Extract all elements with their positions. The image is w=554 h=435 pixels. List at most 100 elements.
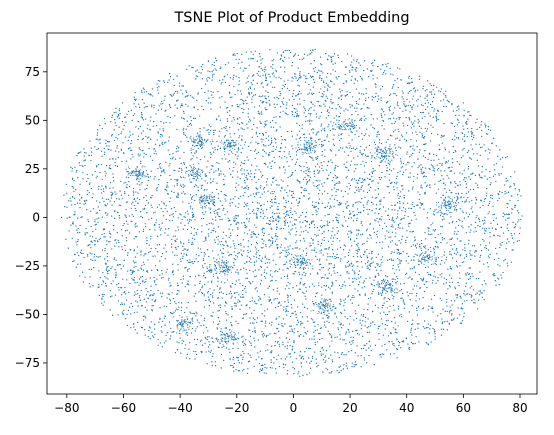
data-point <box>447 160 450 162</box>
data-point <box>356 333 359 335</box>
data-point <box>463 196 465 198</box>
data-point <box>392 267 394 270</box>
data-point <box>104 151 106 153</box>
data-point <box>145 153 147 156</box>
data-point <box>280 135 283 138</box>
data-point <box>322 169 324 172</box>
data-point <box>295 154 298 156</box>
data-point <box>197 147 199 149</box>
data-point <box>456 317 459 319</box>
data-point <box>321 77 323 80</box>
data-point <box>225 125 227 128</box>
data-point <box>168 293 170 296</box>
data-point <box>299 234 301 236</box>
data-point <box>121 235 123 237</box>
data-point <box>316 71 318 74</box>
data-point <box>396 181 398 183</box>
data-point <box>441 164 443 166</box>
data-point <box>390 236 392 238</box>
data-point <box>231 308 233 310</box>
data-point <box>295 199 298 201</box>
data-point <box>125 216 127 219</box>
data-point <box>253 74 255 76</box>
data-point <box>205 351 207 353</box>
data-point <box>314 233 316 236</box>
data-point <box>367 177 369 179</box>
data-point <box>76 154 78 157</box>
data-point <box>269 274 272 276</box>
data-point <box>180 222 182 224</box>
data-point <box>356 237 358 240</box>
data-point <box>346 318 349 320</box>
data-point <box>273 253 275 255</box>
data-point <box>260 62 262 64</box>
data-point <box>364 325 366 327</box>
data-point <box>170 106 172 109</box>
data-point <box>350 245 353 247</box>
data-point <box>414 271 417 273</box>
data-point <box>416 177 418 179</box>
data-point <box>102 229 105 231</box>
data-point <box>244 313 246 315</box>
data-point <box>283 205 285 208</box>
data-point <box>203 319 205 322</box>
data-point <box>422 104 424 107</box>
data-point <box>101 178 103 181</box>
data-point <box>429 140 432 142</box>
data-point <box>298 200 301 202</box>
data-point <box>443 328 445 330</box>
data-point <box>213 61 215 64</box>
data-point <box>242 294 244 296</box>
data-point <box>233 362 236 365</box>
data-point <box>187 94 189 96</box>
data-point <box>243 352 245 355</box>
data-point <box>409 176 411 178</box>
data-point <box>339 334 341 336</box>
data-point <box>90 151 93 153</box>
data-point <box>478 294 481 296</box>
data-point <box>269 121 272 124</box>
data-point <box>361 132 363 135</box>
data-point <box>339 338 341 340</box>
data-point <box>201 207 204 209</box>
data-point <box>347 254 350 257</box>
data-point <box>360 366 362 368</box>
data-point <box>133 113 136 115</box>
data-point <box>252 331 254 333</box>
data-point <box>470 208 472 210</box>
data-point <box>463 312 465 314</box>
data-point <box>158 226 160 228</box>
data-point <box>240 304 243 306</box>
data-point <box>132 279 135 281</box>
data-point <box>409 268 411 270</box>
data-point <box>238 135 241 137</box>
data-point <box>272 220 274 222</box>
data-point <box>452 151 455 154</box>
data-point <box>424 192 426 194</box>
data-point <box>402 162 405 165</box>
data-point <box>136 246 139 248</box>
data-point <box>176 196 178 198</box>
data-point <box>477 165 480 167</box>
data-point <box>328 321 330 324</box>
data-point <box>176 128 178 131</box>
data-point <box>309 156 312 158</box>
data-point <box>238 279 240 281</box>
data-point <box>294 75 296 78</box>
data-point <box>153 104 155 106</box>
data-point <box>300 231 303 233</box>
data-point <box>135 265 137 267</box>
data-point <box>297 321 300 323</box>
data-point <box>209 178 212 180</box>
data-point <box>102 304 104 306</box>
data-point <box>307 93 309 95</box>
data-point <box>304 219 306 222</box>
data-point <box>348 230 350 232</box>
data-point <box>122 128 124 130</box>
data-point <box>130 249 132 251</box>
data-point <box>326 277 328 279</box>
data-point <box>368 189 371 192</box>
data-point <box>123 259 126 262</box>
data-point <box>216 162 218 164</box>
data-point <box>315 251 317 254</box>
